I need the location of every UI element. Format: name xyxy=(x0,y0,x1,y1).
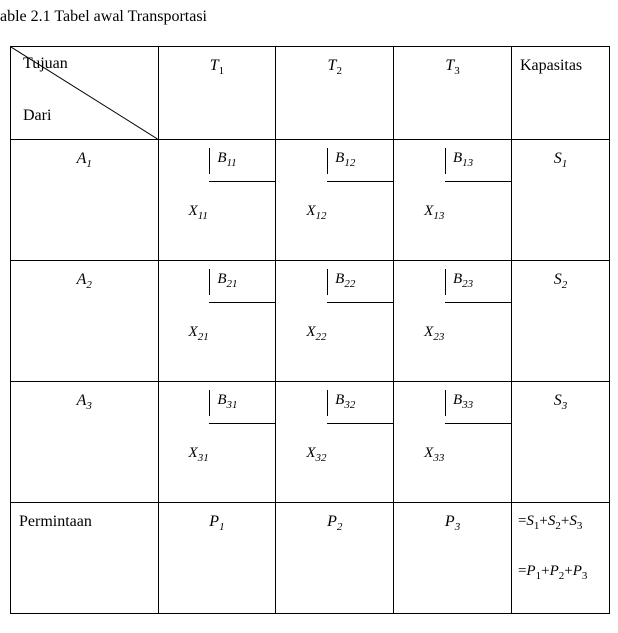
data-cell: B13 X13 xyxy=(394,140,512,261)
allocation: X12 xyxy=(306,203,326,222)
allocation: X21 xyxy=(189,324,209,343)
allocation: X31 xyxy=(189,445,209,464)
origin-label: A3 xyxy=(77,392,92,412)
dest-label-3: T3 xyxy=(445,57,459,77)
supply-sum: =S1+S2+S3 xyxy=(518,513,582,532)
origin-label: A2 xyxy=(77,271,92,291)
footer-label-cell: Permintaan xyxy=(11,503,159,614)
header-dest-1: T1 xyxy=(158,47,276,140)
data-cell: B31 X31 xyxy=(158,382,276,503)
header-capacity: Kapasitas xyxy=(511,47,609,140)
corner-top-label: Tujuan xyxy=(23,55,68,73)
allocation: X22 xyxy=(306,324,326,343)
demand-value: P3 xyxy=(445,513,460,533)
supply-cell: S3 xyxy=(511,382,609,503)
supply-label: S2 xyxy=(554,271,568,291)
data-cell: B22 X22 xyxy=(276,261,394,382)
header-dest-3: T3 xyxy=(394,47,512,140)
demand-cell: P3 xyxy=(394,503,512,614)
demand-sum: =P1+P2+P3 xyxy=(518,563,587,582)
allocation: X23 xyxy=(424,324,444,343)
cost-box: B33 xyxy=(445,390,497,416)
supply-label: S1 xyxy=(554,150,568,170)
supply-cell: S1 xyxy=(511,140,609,261)
data-cell: B12 X12 xyxy=(276,140,394,261)
allocation: X32 xyxy=(306,445,326,464)
capacity-label: Kapasitas xyxy=(520,57,582,75)
table-caption: able 2.1 Tabel awal Transportasi xyxy=(0,8,207,26)
cost-box: B23 xyxy=(445,269,497,295)
cost-box: B31 xyxy=(209,390,261,416)
allocation: X33 xyxy=(424,445,444,464)
dest-label-2: T2 xyxy=(328,57,342,77)
table-row: A1 B11 X11 B12 X12 B13 xyxy=(11,140,610,261)
cost-box: B22 xyxy=(327,269,379,295)
origin-label: A1 xyxy=(77,150,92,170)
cost-box: B21 xyxy=(209,269,261,295)
cost-box: B12 xyxy=(327,148,379,174)
allocation: X11 xyxy=(189,203,208,222)
supply-label: S3 xyxy=(554,392,568,412)
transportation-table: Tujuan Dari T1 T2 T3 Kapasitas A1 xyxy=(10,46,610,614)
origin-cell: A2 xyxy=(11,261,159,382)
origin-cell: A3 xyxy=(11,382,159,503)
data-cell: B32 X32 xyxy=(276,382,394,503)
demand-value: P1 xyxy=(209,513,224,533)
origin-cell: A1 xyxy=(11,140,159,261)
dest-label-1: T1 xyxy=(210,57,224,77)
corner-bottom-label: Dari xyxy=(23,107,51,125)
cost-box: B32 xyxy=(327,390,379,416)
cost-box: B11 xyxy=(209,148,261,174)
header-corner-cell: Tujuan Dari xyxy=(11,47,159,140)
header-row: Tujuan Dari T1 T2 T3 Kapasitas xyxy=(11,47,610,140)
supply-cell: S2 xyxy=(511,261,609,382)
demand-cell: P2 xyxy=(276,503,394,614)
demand-label: Permintaan xyxy=(19,513,92,531)
header-dest-2: T2 xyxy=(276,47,394,140)
demand-cell: P1 xyxy=(158,503,276,614)
data-cell: B23 X23 xyxy=(394,261,512,382)
demand-value: P2 xyxy=(327,513,342,533)
allocation: X13 xyxy=(424,203,444,222)
table-row: A2 B21 X21 B22 X22 B23 xyxy=(11,261,610,382)
footer-row: Permintaan P1 P2 P3 =S1+S2+S3 =P1+P2+P3 xyxy=(11,503,610,614)
cost-box: B13 xyxy=(445,148,497,174)
total-cell: =S1+S2+S3 =P1+P2+P3 xyxy=(511,503,609,614)
table-row: A3 B31 X31 B32 X32 B33 xyxy=(11,382,610,503)
data-cell: B21 X21 xyxy=(158,261,276,382)
data-cell: B33 X33 xyxy=(394,382,512,503)
data-cell: B11 X11 xyxy=(158,140,276,261)
